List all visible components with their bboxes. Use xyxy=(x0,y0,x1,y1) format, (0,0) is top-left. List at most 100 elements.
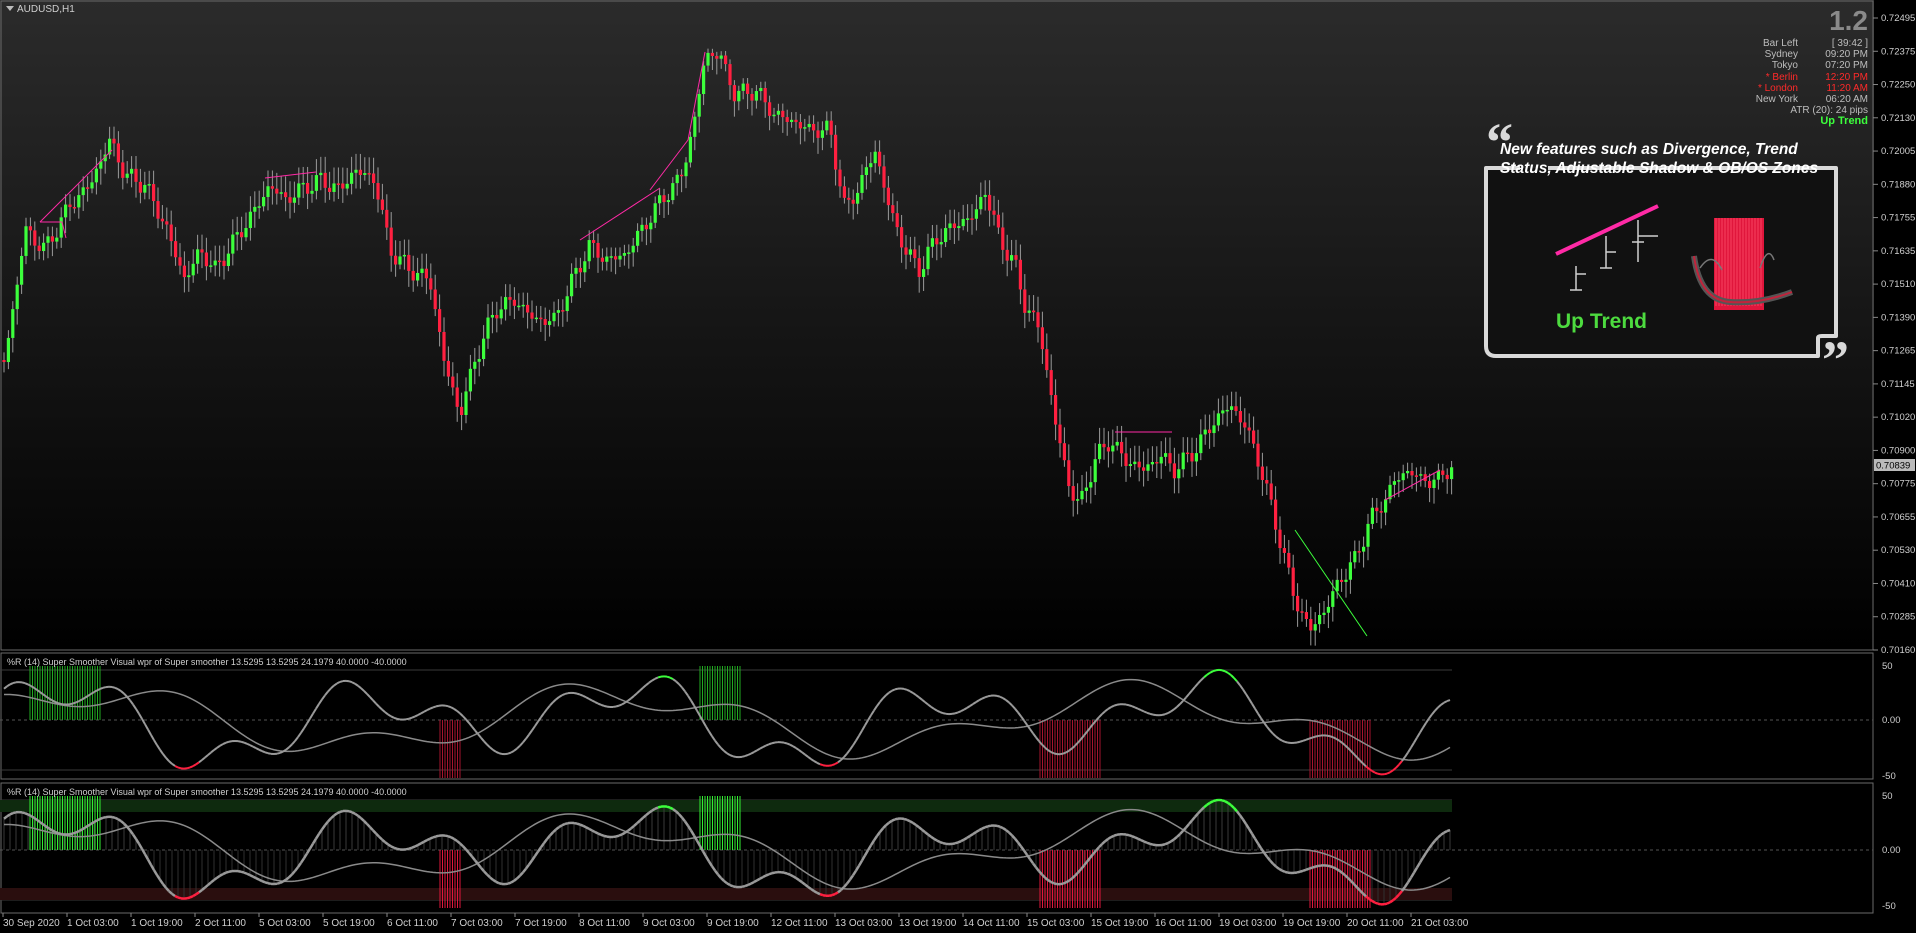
candle-body xyxy=(1199,434,1203,454)
candle-body xyxy=(1366,523,1370,547)
oscillator-line-segment xyxy=(162,753,167,759)
oscillator-line-segment xyxy=(579,693,584,697)
candle-body xyxy=(1331,591,1335,607)
oscillator-line-segment xyxy=(741,755,746,758)
candle-body xyxy=(275,188,279,194)
price-tick-label: 0.71145 xyxy=(1881,379,1915,390)
oscillator-line-segment xyxy=(960,708,965,713)
oscillator-line-segment xyxy=(1284,870,1289,874)
session-time: 06:20 AM xyxy=(1825,94,1868,106)
oscillator-line-segment xyxy=(726,752,731,756)
oscillator-line-segment xyxy=(195,761,200,766)
candle-body xyxy=(1045,349,1049,371)
oscillator-line-segment xyxy=(1086,857,1091,863)
oscillator-line-segment xyxy=(672,808,677,813)
oscillator-line-segment xyxy=(1125,833,1130,837)
oscillator-line-segment xyxy=(831,892,836,897)
oscillator-line-segment xyxy=(308,842,315,850)
candle-body xyxy=(684,162,688,177)
oscillator-line-segment xyxy=(678,813,683,819)
candle-body xyxy=(1137,461,1141,468)
candle-body xyxy=(961,218,965,227)
oscillator-line-segment xyxy=(225,740,230,744)
candle-body xyxy=(886,187,890,206)
oscillator-line-segment xyxy=(324,820,329,827)
oscillator-line-segment xyxy=(872,835,879,842)
oscillator-line-segment xyxy=(1275,865,1280,870)
oscillator-line-segment xyxy=(978,827,983,832)
candle-body xyxy=(446,360,450,377)
candle-body xyxy=(596,242,600,258)
oscillator-line-segment xyxy=(795,876,800,882)
oscillator-line-segment xyxy=(675,810,680,816)
oscillator-line-segment xyxy=(834,761,839,765)
candle-body xyxy=(1322,612,1326,615)
oscillator-line-segment xyxy=(807,756,812,760)
candle-body xyxy=(1282,548,1286,553)
oscillator-line-segment xyxy=(822,764,827,767)
level-label: 50 xyxy=(1882,791,1893,802)
candle-body xyxy=(1370,507,1374,524)
oscillator-line-segment xyxy=(1149,842,1154,846)
oscillator-line-segment xyxy=(1386,771,1391,775)
oscillator-line-segment xyxy=(894,817,899,821)
oscillator-line-segment xyxy=(453,837,458,842)
candle-body xyxy=(28,226,32,231)
oscillator-line-segment xyxy=(1140,709,1145,713)
session-name: * London xyxy=(1757,82,1798,94)
oscillator-line-segment xyxy=(789,873,794,878)
oscillator-line-segment xyxy=(24,682,29,686)
oversold-zone-illustration-icon xyxy=(1691,218,1794,310)
oscillator-line-segment xyxy=(1011,704,1016,710)
oscillator-line-segment xyxy=(1125,703,1130,707)
candle-body xyxy=(688,136,692,163)
candle-body xyxy=(72,207,76,209)
oscillator-line-segment xyxy=(927,703,932,708)
oscillator-line-segment xyxy=(822,893,827,897)
oscillator-line-segment xyxy=(207,751,212,756)
oscillator-line-segment xyxy=(1113,703,1118,707)
oscillator-line-segment xyxy=(1428,713,1433,720)
candle-body xyxy=(812,123,816,131)
candle-body xyxy=(438,309,442,332)
candle-body xyxy=(829,120,833,135)
oscillator-line-segment xyxy=(954,841,959,845)
oscillator-line-segment xyxy=(783,871,788,875)
candle-body xyxy=(781,110,785,118)
subwindow2-label[interactable]: %R (14) Super Smoother Visual wpr of Sup… xyxy=(7,787,407,797)
chevron-down-icon[interactable] xyxy=(6,6,14,11)
oscillator-line-segment xyxy=(1437,833,1442,839)
oscillator-line-segment xyxy=(1259,847,1266,854)
oscillator-line-segment xyxy=(1272,733,1277,738)
oscillator-line-segment xyxy=(513,747,518,752)
oscillator-line-segment xyxy=(366,693,371,698)
oscillator-line-segment xyxy=(669,806,674,811)
candle-body xyxy=(1168,453,1172,464)
oscillator-line-segment xyxy=(1338,739,1343,744)
oscillator-line-segment xyxy=(1410,742,1415,749)
oscillator-line-segment xyxy=(792,875,797,880)
oscillator-line-segment xyxy=(1212,799,1217,803)
candle-body xyxy=(2,360,6,363)
candle-body xyxy=(948,223,952,229)
oscillator-line-segment xyxy=(309,713,314,720)
oscillator-line-segment xyxy=(1149,712,1154,716)
candle-body xyxy=(1296,595,1300,612)
symbol-label[interactable]: AUDUSD,H1 xyxy=(6,4,75,15)
oscillator-line-segment xyxy=(276,751,281,755)
oscillator-line-segment xyxy=(591,829,596,834)
oscillator-line-segment xyxy=(1233,807,1238,813)
oscillator-line-segment xyxy=(1179,830,1184,835)
oscillator-line-segment xyxy=(627,697,632,702)
oscillator-line-segment xyxy=(489,746,494,751)
subwindow1-label[interactable]: %R (14) Super Smoother Visual wpr of Sup… xyxy=(7,657,407,667)
oscillator-line-segment xyxy=(165,887,170,892)
candle-body xyxy=(1326,606,1330,613)
oscillator-line-segment xyxy=(561,693,566,697)
candle-body xyxy=(979,197,983,210)
oscillator-line-segment xyxy=(204,884,209,889)
oscillator-line-segment xyxy=(1035,866,1040,872)
oscillator-line-segment xyxy=(1071,874,1076,880)
oscillator-line-segment xyxy=(1167,710,1172,714)
